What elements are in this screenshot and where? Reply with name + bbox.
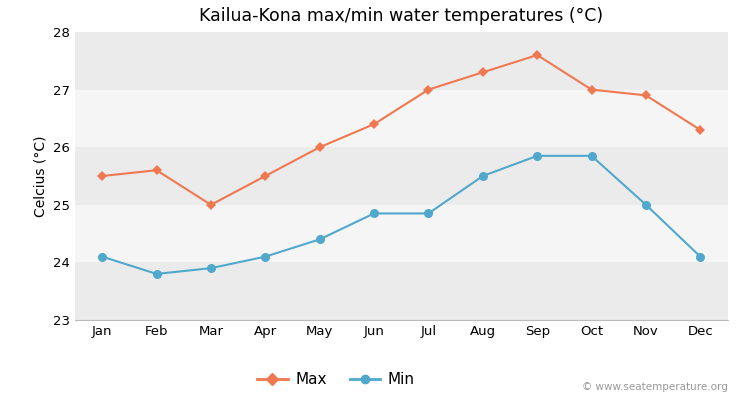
Y-axis label: Celcius (°C): Celcius (°C) <box>34 135 47 217</box>
Bar <box>75 90 728 147</box>
Bar <box>75 262 728 320</box>
Title: Kailua-Kona max/min water temperatures (°C): Kailua-Kona max/min water temperatures (… <box>200 7 603 25</box>
Legend: Max, Min: Max, Min <box>251 366 421 393</box>
Bar <box>75 147 728 205</box>
Bar <box>75 205 728 262</box>
Bar <box>75 32 728 90</box>
Text: © www.seatemperature.org: © www.seatemperature.org <box>582 382 728 392</box>
